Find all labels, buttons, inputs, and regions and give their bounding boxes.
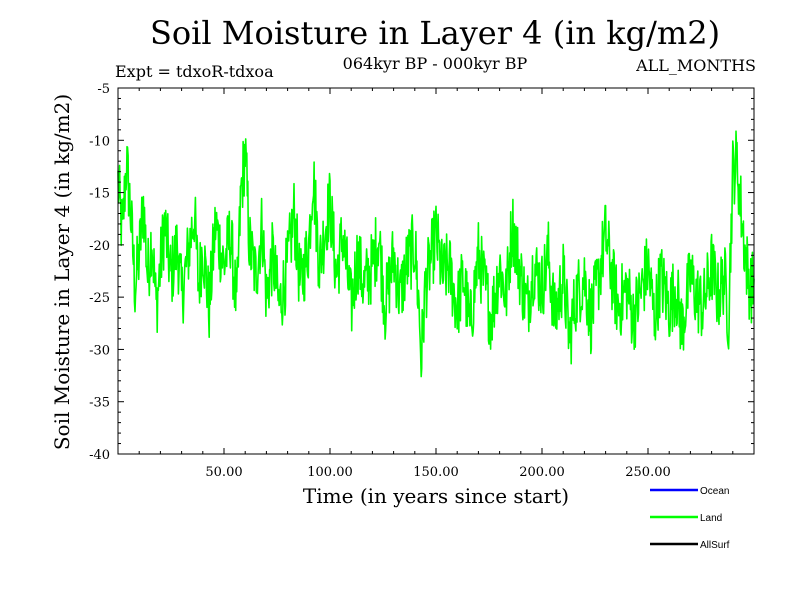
- chart-title: Soil Moisture in Layer 4 (in kg/m2): [149, 14, 721, 52]
- series-line-land: [117, 130, 755, 378]
- y-tick-label: -15: [89, 187, 110, 202]
- x-tick-label: 150.00: [413, 465, 459, 480]
- y-tick-label: -20: [89, 239, 110, 254]
- x-axis-label: Time (in years since start): [302, 484, 570, 508]
- axis-layer: 50.00 100.00 150.00 200.00 250.00 -5 -10 -15 -20…: [89, 82, 754, 480]
- legend-label-allsurf: AllSurf: [700, 540, 730, 551]
- series-layer: [117, 130, 755, 378]
- x-tick-label: 50.00: [205, 465, 242, 480]
- months-label: ALL_MONTHS: [636, 56, 756, 75]
- x-tick-label: 100.00: [307, 465, 353, 480]
- y-tick-label: -30: [89, 343, 110, 358]
- legend: Ocean Land AllSurf: [650, 486, 730, 551]
- y-tick-label: -25: [89, 291, 110, 306]
- x-tick-label: 250.00: [625, 465, 671, 480]
- x-tick-label: 200.00: [519, 465, 565, 480]
- y-tick-label: -40: [89, 448, 110, 463]
- expt-label: Expt = tdxoR-tdxoa: [115, 62, 274, 81]
- y-tick-label: -5: [97, 82, 110, 97]
- y-tick-label: -10: [89, 134, 110, 149]
- legend-label-land: Land: [700, 513, 722, 524]
- y-tick-label: -35: [89, 396, 110, 411]
- chart-subtitle: 064kyr BP - 000kyr BP: [342, 54, 528, 73]
- legend-label-ocean: Ocean: [700, 486, 729, 497]
